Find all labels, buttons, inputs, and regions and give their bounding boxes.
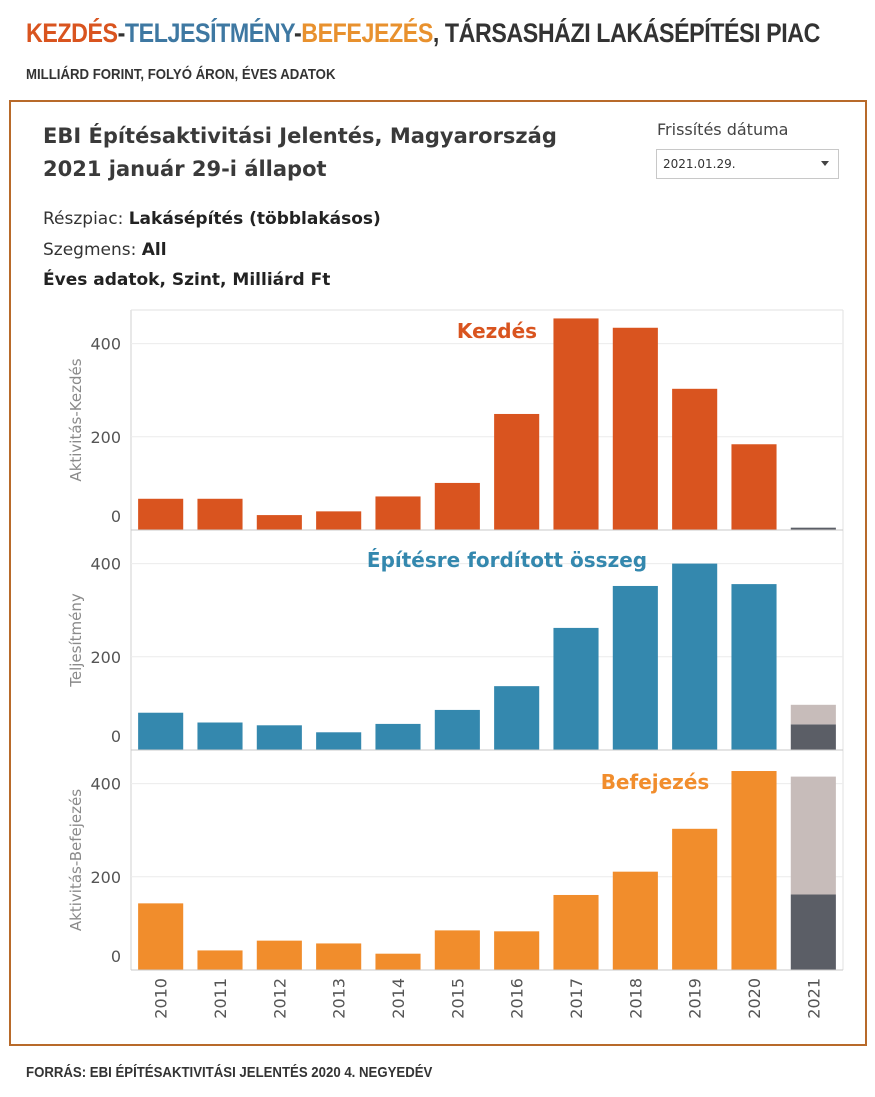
xtick-label-2019: 2019 <box>686 978 705 1019</box>
ylabel-befejezes: Aktivitás-Befejezés <box>67 789 85 931</box>
bar-befejezes-2017 <box>553 894 599 970</box>
title-part-5: , TÁRSASHÁZI LAKÁSÉPÍTÉSI PIAC <box>432 18 820 48</box>
data-description: Éves adatok, Szint, Milliárd Ft <box>43 270 330 290</box>
bar-kezdes-2016 <box>494 413 540 530</box>
chevron-down-icon[interactable] <box>821 161 829 166</box>
bar-teljesitmeny-2010 <box>138 712 184 750</box>
bar-teljesitmeny-2021-seg1 <box>790 704 836 725</box>
title-part-3: - <box>293 18 302 48</box>
bar-kezdes-2011 <box>197 498 243 530</box>
annotation-kezdes: Kezdés <box>457 319 537 343</box>
bar-befejezes-2021-seg0 <box>790 894 836 970</box>
bar-teljesitmeny-2012 <box>256 725 302 750</box>
bar-kezdes-2015 <box>434 482 480 530</box>
bar-kezdes-2014 <box>375 496 421 530</box>
bar-teljesitmeny-2017 <box>553 627 599 750</box>
bar-befejezes-2016 <box>494 931 540 970</box>
bar-befejezes-2012 <box>256 940 302 970</box>
bar-teljesitmeny-2018 <box>612 585 658 750</box>
xtick-label-2013: 2013 <box>330 978 349 1019</box>
ytick-label-teljesitmeny-200: 200 <box>90 648 121 667</box>
ytick-label-teljesitmeny-0: 0 <box>111 727 121 746</box>
title-part-4: BEFEJEZÉS <box>301 18 433 48</box>
bar-befejezes-2010 <box>138 903 184 970</box>
ytick-label-kezdes-0: 0 <box>111 507 121 526</box>
report-title: EBI Építésaktivitási Jelentés, Magyarors… <box>43 120 557 186</box>
bar-kezdes-2010 <box>138 498 184 530</box>
panel-befejezes: 0 200 400 Aktivitás-Befejezés Befejezés <box>67 770 843 971</box>
panel-teljesitmeny: 0 200 400 Teljesítmény Építésre fordított ös… <box>67 548 843 751</box>
segment-label: Szegmens: <box>43 240 137 260</box>
ytick-label-befejezes-0: 0 <box>111 947 121 966</box>
submarket-value: Lakásépítés (többlakásos) <box>128 209 381 229</box>
bar-teljesitmeny-2015 <box>434 709 480 750</box>
xtick-label-2021: 2021 <box>804 978 823 1019</box>
xtick-label-2010: 2010 <box>152 978 171 1019</box>
submarket-info: Részpiac: Lakásépítés (többlakásos) <box>43 209 381 229</box>
xtick-label-2014: 2014 <box>389 978 408 1019</box>
bar-teljesitmeny-2013 <box>316 732 362 750</box>
bar-teljesitmeny-2019 <box>672 563 718 750</box>
ylabel-kezdes: Aktivitás-Kezdés <box>67 358 85 481</box>
bar-teljesitmeny-2011 <box>197 722 243 750</box>
bar-befejezes-2015 <box>434 930 480 970</box>
chart-area: 0 200 400 Aktivitás-Kezdés Kezdés 0 200 400 Telj… <box>67 309 844 1019</box>
bar-kezdes-2012 <box>256 515 302 530</box>
segment-value: All <box>141 240 167 260</box>
x-axis-labels: 2010 2011 2012 2013 2014 2015 2016 2017 2018 2019… <box>152 978 824 1019</box>
report-title-line2: 2021 január 29-i állapot <box>43 157 327 181</box>
ytick-label-kezdes-200: 200 <box>90 428 121 447</box>
bar-kezdes-2017 <box>553 318 599 530</box>
xtick-label-2011: 2011 <box>211 978 230 1019</box>
filter-label: Frissítés dátuma <box>657 120 789 139</box>
segment-info: Szegmens: All <box>43 240 167 260</box>
dashboard-frame <box>9 100 867 1046</box>
title-part-1: - <box>117 18 126 48</box>
bar-teljesitmeny-2021-seg0 <box>790 724 836 750</box>
bar-teljesitmeny-2014 <box>375 723 421 750</box>
ytick-label-kezdes-400: 400 <box>90 335 121 354</box>
bar-befejezes-2013 <box>316 943 362 970</box>
xtick-label-2012: 2012 <box>270 978 289 1019</box>
bar-kezdes-2021-seg0 <box>790 527 836 530</box>
ytick-label-teljesitmeny-400: 400 <box>90 555 121 574</box>
xtick-label-2015: 2015 <box>448 978 467 1019</box>
bar-kezdes-2020 <box>731 444 777 530</box>
source-footer: FORRÁS: EBI ÉPÍTÉSAKTIVITÁSI JELENTÉS 20… <box>26 1064 433 1081</box>
annotation-teljesitmeny: Építésre fordított összeg <box>367 548 647 572</box>
data-description-text: Éves adatok, Szint, Milliárd Ft <box>43 270 331 290</box>
bar-befejezes-2020 <box>731 771 777 970</box>
xtick-label-2017: 2017 <box>567 978 586 1019</box>
ytick-label-befejezes-200: 200 <box>90 868 121 887</box>
xtick-label-2016: 2016 <box>508 978 527 1019</box>
title-part-0: KEZDÉS <box>26 18 118 48</box>
xtick-label-2018: 2018 <box>626 978 645 1019</box>
bar-kezdes-2018 <box>612 327 658 530</box>
title-part-2: TELJESÍTMÉNY <box>124 18 294 48</box>
bar-kezdes-2019 <box>672 388 718 530</box>
annotation-befejezes: Befejezés <box>601 770 710 794</box>
date-dropdown[interactable]: 2021.01.29. <box>656 149 839 179</box>
chart-axes <box>130 309 844 970</box>
bar-befejezes-2018 <box>612 871 658 970</box>
xtick-label-2020: 2020 <box>745 978 764 1019</box>
bar-teljesitmeny-2020 <box>731 584 777 750</box>
bar-kezdes-2013 <box>316 511 362 530</box>
submarket-label: Részpiac: <box>43 209 124 229</box>
bar-befejezes-2011 <box>197 950 243 970</box>
report-title-line1: EBI Építésaktivitási Jelentés, Magyarors… <box>43 124 557 148</box>
date-dropdown-value: 2021.01.29. <box>663 157 736 171</box>
bar-befejezes-2019 <box>672 828 718 970</box>
subtitle: MILLIÁRD FORINT, FOLYÓ ÁRON, ÉVES ADATOK <box>26 66 336 83</box>
panel-kezdes: 0 200 400 Aktivitás-Kezdés Kezdés <box>67 318 843 531</box>
bar-befejezes-2021-seg1 <box>790 776 836 895</box>
bar-befejezes-2014 <box>375 953 421 970</box>
main-title: KEZDÉS-TELJESÍTMÉNY-BEFEJEZÉS, TÁRSASHÁZ… <box>26 18 820 49</box>
bar-teljesitmeny-2016 <box>494 686 540 750</box>
ytick-label-befejezes-400: 400 <box>90 775 121 794</box>
ylabel-teljesitmeny: Teljesítmény <box>67 593 85 688</box>
